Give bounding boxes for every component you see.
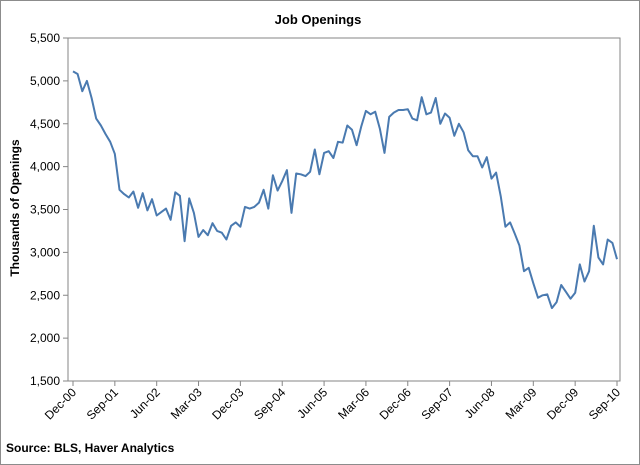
x-tick-label: Dec-00 <box>42 385 79 422</box>
y-tick-label: 3,000 <box>30 245 60 259</box>
series-line <box>72 70 618 310</box>
y-axis: 1,500 2,000 2,500 3,000 3,500 4,000 4,500 5,000… <box>30 31 68 388</box>
y-tick-label: 5,500 <box>30 31 60 45</box>
y-tick-label: 2,500 <box>30 288 60 302</box>
y-tick-label: 5,000 <box>30 74 60 88</box>
x-tick-label: Sep-10 <box>586 385 623 422</box>
x-tick-label: Dec-03 <box>209 385 246 422</box>
y-tick-label: 3,500 <box>30 203 60 217</box>
x-tick-label: Dec-06 <box>377 385 414 422</box>
x-tick-label: Mar-06 <box>335 385 372 422</box>
y-tick-label: 2,000 <box>30 331 60 345</box>
y-axis-label: Thousands of Openings <box>8 139 22 277</box>
x-tick-label: Dec-09 <box>544 385 581 422</box>
x-tick-label: Mar-09 <box>503 385 540 422</box>
x-tick-label: Jun-08 <box>462 385 498 421</box>
source-note: Source: BLS, Haver Analytics <box>6 441 175 455</box>
x-tick-label: Sep-01 <box>84 385 121 422</box>
y-tick-label: 4,000 <box>30 160 60 174</box>
x-tick-label: Mar-03 <box>168 385 205 422</box>
plot-area <box>67 37 621 382</box>
x-tick-label: Sep-04 <box>251 385 288 422</box>
chart-title: Job Openings <box>275 12 362 27</box>
y-tick-label: 4,500 <box>30 117 60 131</box>
x-axis: Dec-00 Sep-01 Jun-02 Mar-03 Dec-03 Sep-04 Jun-… <box>42 381 623 422</box>
x-tick-label: Sep-07 <box>418 385 455 422</box>
plot-border <box>67 37 621 382</box>
x-tick-label: Jun-02 <box>127 385 163 421</box>
x-tick-label: Jun-05 <box>294 385 330 421</box>
y-tick-label: 1,500 <box>30 374 60 388</box>
